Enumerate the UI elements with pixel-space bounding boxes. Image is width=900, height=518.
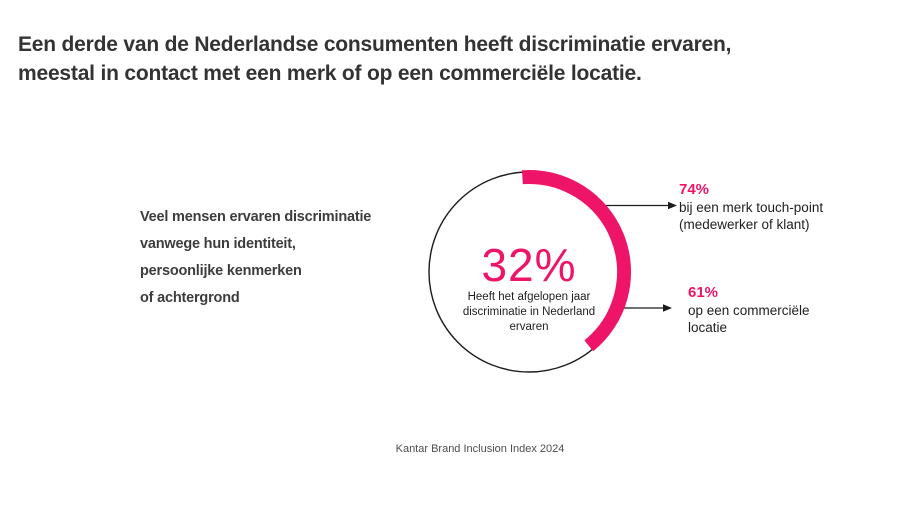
- callout-74: 74% bij een merk touch-point (medewerker…: [679, 181, 823, 233]
- callout-61-text-line: op een commerciële: [688, 303, 810, 318]
- page-title-line-2: meestal in contact met een merk of op ee…: [18, 62, 642, 85]
- intro-line: vanwege hun identiteit,: [140, 236, 296, 252]
- donut-center-label-line: Heeft het afgelopen jaar: [467, 291, 591, 303]
- arrowhead-74-icon: [668, 201, 677, 210]
- donut-center-label-line: ervaren: [509, 321, 549, 333]
- donut-center-label-line: discriminatie in Nederland: [462, 306, 596, 318]
- arrowhead-61-icon: [663, 304, 672, 312]
- callout-74-value: 74%: [679, 181, 710, 198]
- intro-line: of achtergrond: [140, 290, 240, 306]
- donut-center-label: Heeft het afgelopen jaar discriminatie i…: [454, 290, 604, 335]
- intro-line: Veel mensen ervaren discriminatie: [140, 209, 372, 225]
- intro-text: Veel mensen ervaren discriminatie vanweg…: [140, 204, 440, 312]
- intro-line: persoonlijke kenmerken: [140, 263, 302, 279]
- callout-74-text-line: (medewerker of klant): [679, 217, 810, 232]
- callout-61-value: 61%: [688, 284, 719, 301]
- callout-74-text-line: bij een merk touch-point: [679, 200, 824, 215]
- callout-61: 61% op een commerciële locatie: [688, 284, 810, 336]
- donut-center-value: 32%: [481, 239, 577, 291]
- callout-61-text-line: locatie: [688, 320, 728, 335]
- donut-arc-32pct: [521, 169, 631, 352]
- source-note: Kantar Brand Inclusion Index 2024: [395, 443, 565, 455]
- donut-chart: [428, 169, 677, 373]
- page-title: Een derde van de Nederlandse consumenten…: [18, 30, 878, 88]
- page-title-line-1: Een derde van de Nederlandse consumenten…: [18, 33, 732, 56]
